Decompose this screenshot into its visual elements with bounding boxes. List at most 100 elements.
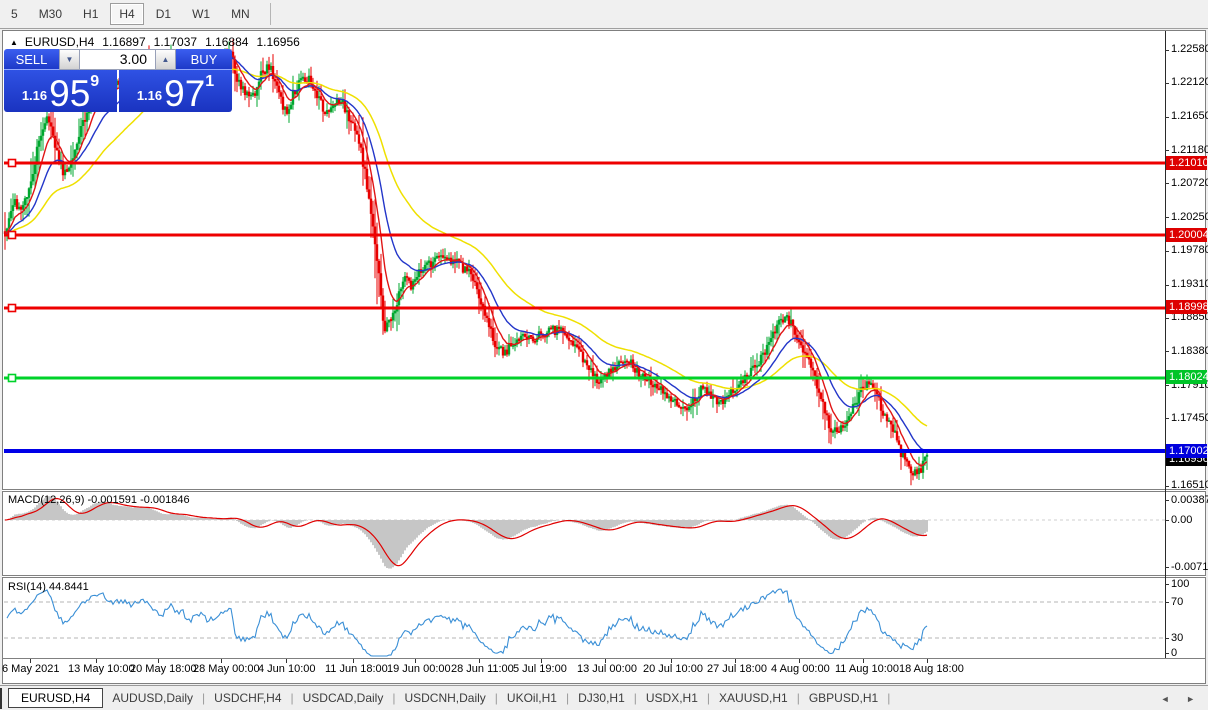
time-axis-tick [671, 659, 672, 663]
rsi-axis-label: 70 [1171, 596, 1184, 608]
time-axis-separator [2, 658, 1206, 659]
tab-xauusd-h1[interactable]: XAUUSD,H1 [719, 691, 788, 705]
tab-usdx-h1[interactable]: USDX,H1 [645, 691, 698, 705]
tab-usdcad-daily[interactable]: USDCAD,Daily [302, 691, 384, 705]
rsi-axis-tick [1165, 638, 1169, 639]
timeframe-button-5[interactable]: 5 [11, 7, 18, 21]
tab-divider: | [633, 691, 637, 705]
price-axis-label: 1.22580 [1171, 43, 1208, 55]
time-axis-label: 19 Jun 00:00 [387, 663, 451, 675]
chevron-up-icon: ▲ [161, 55, 170, 64]
sell-price-panel[interactable]: 1.16 95 9 [4, 70, 117, 112]
sell-price-big: 95 [49, 73, 91, 114]
tab-divider: | [202, 691, 206, 705]
price-axis-label: 1.20720 [1171, 177, 1208, 189]
time-axis-label: 13 Jul 00:00 [577, 663, 637, 675]
tab-divider: | [290, 691, 294, 705]
price-axis-label: 1.19310 [1171, 278, 1208, 290]
volume-increase-button[interactable]: ▲ [155, 49, 176, 70]
price-axis-tick [1165, 486, 1169, 487]
tab-ukoil-h1[interactable]: UKOil,H1 [506, 691, 557, 705]
rsi-canvas[interactable] [0, 578, 1165, 658]
volume-input[interactable]: 3.00 [80, 49, 155, 70]
tab-dj30-h1[interactable]: DJ30,H1 [578, 691, 625, 705]
timeframe-button-w1[interactable]: W1 [192, 7, 211, 21]
time-axis-tick [415, 659, 416, 663]
time-axis-label: 13 May 10:00 [68, 663, 135, 675]
rsi-axis-tick [1165, 584, 1169, 585]
timeframe-button-d1[interactable]: D1 [155, 7, 172, 21]
price-axis-tick [1165, 150, 1169, 151]
time-axis-label: 28 Jun 11:00 [451, 663, 514, 675]
tab-eurusd-h4[interactable]: EURUSD,H4 [8, 688, 104, 708]
rsi-panel-separator[interactable] [2, 575, 1206, 578]
timeframe-button-h4[interactable]: H4 [110, 3, 144, 25]
time-axis-tick [479, 659, 480, 663]
macd-axis-label: 0.003873 [1171, 494, 1208, 506]
price-axis-label: 1.21180 [1171, 144, 1208, 156]
price-axis-label: 1.22120 [1171, 76, 1208, 88]
buy-price-pip: 1 [205, 73, 215, 90]
tab-divider: | [796, 691, 800, 705]
rsi-indicator-label: RSI(14) 44.8441 [8, 581, 89, 593]
buy-price-prefix: 1.16 [136, 88, 163, 103]
price-axis-tick [1165, 418, 1169, 419]
collapse-arrow-icon[interactable]: ▲ [10, 37, 18, 47]
hline-price-badge: 1.17002 [1166, 444, 1208, 458]
tab-gbpusd-h1[interactable]: GBPUSD,H1 [808, 691, 879, 705]
time-axis-label: 6 May 2021 [2, 663, 60, 675]
sell-price-prefix: 1.16 [21, 88, 48, 103]
chart-close: 1.16956 [256, 35, 300, 49]
tab-divider: | [565, 691, 570, 705]
macd-panel-separator[interactable] [2, 489, 1206, 492]
timeframe-button-mn[interactable]: MN [231, 7, 250, 21]
tab-divider: | [887, 691, 891, 705]
time-axis-tick [735, 659, 736, 663]
timeframe-button-h1[interactable]: H1 [83, 7, 99, 21]
price-axis-label: 1.17450 [1171, 412, 1208, 424]
tab-usdchf-h4[interactable]: USDCHF,H4 [214, 691, 282, 705]
tab-divider: | [392, 691, 396, 705]
tab-audusd-daily[interactable]: AUDUSD,Daily [112, 691, 194, 705]
chart-symbol: EURUSD,H4 [24, 35, 95, 49]
macd-axis-tick [1165, 500, 1169, 501]
time-axis-label: 27 Jul 18:00 [707, 663, 767, 675]
buy-button[interactable]: BUY [176, 49, 232, 70]
chevron-down-icon: ▼ [65, 55, 74, 64]
price-axis-label: 1.18850 [1171, 311, 1208, 323]
buy-price-big: 97 [164, 73, 206, 114]
price-axis-tick [1165, 318, 1169, 319]
time-axis-label: 4 Jun 10:00 [258, 663, 316, 675]
hline-price-badge: 1.18998 [1166, 300, 1208, 314]
time-axis-tick [221, 659, 222, 663]
macd-indicator-label: MACD(12,26,9) -0.001591 -0.001846 [8, 494, 190, 506]
volume-decrease-button[interactable]: ▼ [59, 49, 80, 70]
timeframe-toolbar: 5 M30 H1 H4 D1 W1 MN [0, 0, 1208, 29]
time-axis-label: 20 May 18:00 [130, 663, 197, 675]
rsi-axis-tick [1165, 653, 1169, 654]
clipped-tab-edge [0, 688, 5, 709]
chart-high: 1.17037 [153, 35, 198, 49]
price-axis-tick [1165, 50, 1169, 51]
time-axis-tick [30, 659, 31, 663]
time-axis-label: 20 Jul 10:00 [643, 663, 703, 675]
buy-price-panel[interactable]: 1.16 97 1 [119, 70, 232, 112]
price-axis-label: 1.19780 [1171, 244, 1208, 256]
time-axis-label: 4 Aug 00:00 [771, 663, 830, 675]
hline-price-badge: 1.18024 [1166, 370, 1208, 384]
one-click-trade-widget: SELL ▼ 3.00 ▲ BUY 1.16 95 9 1.16 97 1 [4, 49, 232, 112]
tab-usdcnh-daily[interactable]: USDCNH,Daily [404, 691, 486, 705]
time-axis-tick [286, 659, 287, 663]
macd-canvas[interactable] [0, 492, 1165, 576]
sell-button[interactable]: SELL [4, 49, 59, 70]
sell-price-pip: 9 [90, 73, 100, 90]
time-axis-label: 28 May 00:00 [193, 663, 260, 675]
tab-scroll-arrows[interactable]: ◄ ► [1160, 694, 1202, 704]
price-axis-label: 1.18380 [1171, 345, 1208, 357]
price-axis-label: 1.21650 [1171, 110, 1208, 122]
time-axis-label: 11 Jun 18:00 [325, 663, 388, 675]
timeframe-button-m30[interactable]: M30 [38, 7, 63, 21]
price-axis-label: 1.16510 [1171, 479, 1208, 491]
symbol-tab-bar: EURUSD,H4 AUDUSD,Daily | USDCHF,H4 | USDCAD,D… [0, 685, 1208, 710]
price-axis-tick [1165, 217, 1169, 218]
